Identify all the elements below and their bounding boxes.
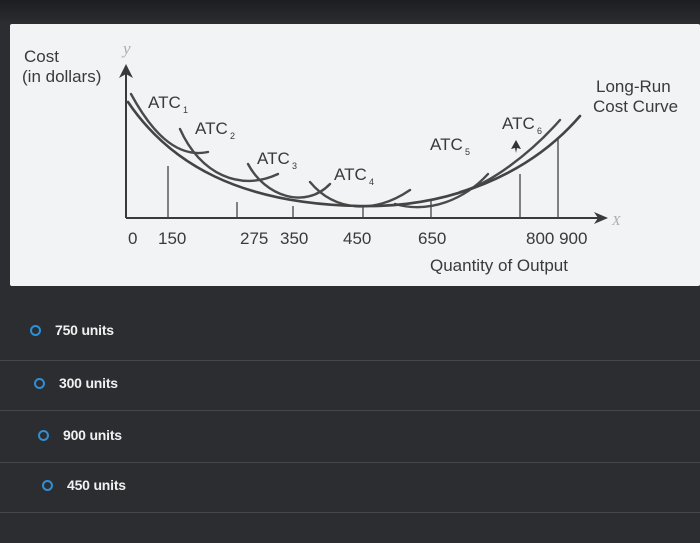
atc-curve-4 [308, 180, 412, 208]
radio-button[interactable] [30, 324, 41, 336]
x-tick-label: 650 [418, 229, 446, 248]
x-tick-label: 450 [343, 229, 371, 248]
atc-curve-1 [129, 92, 210, 155]
option-900-units[interactable]: 900 units [0, 415, 700, 455]
atc-subscript-4: 4 [369, 177, 374, 187]
x-axis-label: Quantity of Output [430, 256, 568, 275]
option-label: 300 units [59, 375, 118, 391]
y-axis-arrow [119, 64, 133, 78]
atc-subscript-6: 6 [537, 126, 542, 136]
x-tick-label: 150 [158, 229, 186, 248]
x-tick-label: 275 [240, 229, 268, 248]
option-450-units[interactable]: 450 units [0, 465, 700, 505]
option-label: 900 units [63, 427, 122, 443]
divider [0, 410, 700, 411]
divider [0, 512, 700, 513]
radio-button[interactable] [42, 479, 53, 491]
option-label: 450 units [67, 477, 126, 493]
atc-subscript-5: 5 [465, 147, 470, 157]
atc-label-6: ATC [502, 114, 535, 133]
x-axis-letter: X [611, 214, 621, 229]
divider [0, 462, 700, 463]
atc-curve-3 [246, 162, 332, 199]
radio-button[interactable] [34, 377, 45, 389]
atc-subscript-2: 2 [230, 131, 235, 141]
x-tick-labels: 0 150 275 350 450 650 800 900 [128, 229, 587, 248]
atc-label-5: ATC [430, 135, 463, 154]
x-tick-label: 800 900 [526, 229, 587, 248]
atc-label-3: ATC [257, 149, 290, 168]
y-axis-label-line-2: (in dollars) [22, 67, 101, 86]
atc-subscript-1: 1 [183, 105, 188, 115]
option-750-units[interactable]: 750 units [0, 310, 700, 350]
atc-curve-5 [393, 172, 490, 209]
x-tick-label: 0 [128, 229, 137, 248]
atc-label-1: ATC [148, 93, 181, 112]
atc-label-2: ATC [195, 119, 228, 138]
short-run-atc-curves [129, 92, 562, 209]
y-axis-label-line-1: Cost [24, 47, 59, 66]
divider [0, 360, 700, 361]
atc-subscript-3: 3 [292, 161, 297, 171]
chart-figure: y X Cost (in dollars) ATC 1 ATC 2 ATC 3 ATC 4 AT… [10, 24, 700, 286]
option-300-units[interactable]: 300 units [0, 363, 700, 403]
cursor-icon [511, 140, 521, 153]
top-strip [0, 0, 700, 22]
atc-label-4: ATC [334, 165, 367, 184]
option-label: 750 units [55, 322, 114, 338]
x-axis-arrow [594, 212, 608, 224]
y-axis-letter: y [121, 39, 131, 58]
long-run-cost-curve [126, 100, 582, 208]
long-run-label-line-2: Cost Curve [593, 97, 678, 116]
radio-button[interactable] [38, 429, 49, 441]
guide-lines [167, 138, 559, 218]
long-run-label-line-1: Long-Run [596, 77, 671, 96]
atc-curve-2 [178, 127, 280, 183]
x-tick-label: 350 [280, 229, 308, 248]
